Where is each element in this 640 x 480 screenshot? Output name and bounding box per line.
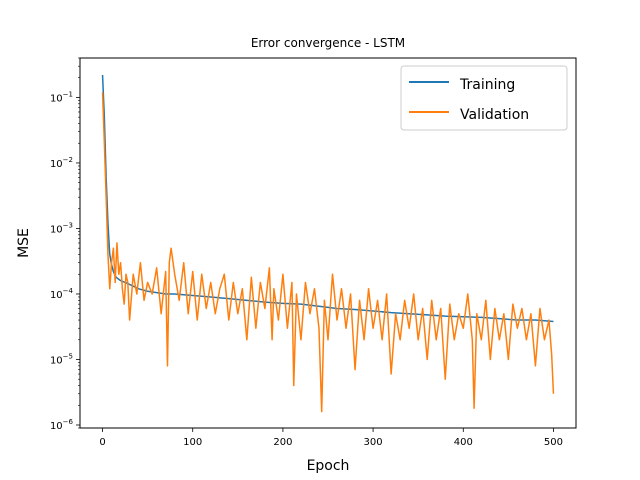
y-axis-label: MSE xyxy=(16,228,32,258)
legend-label-validation: Validation xyxy=(460,107,529,123)
y-tick-label: 10−1 xyxy=(50,90,73,104)
y-tick-label: 10−3 xyxy=(50,221,73,235)
y-tick-label: 10−6 xyxy=(50,418,74,432)
x-tick-label: 400 xyxy=(454,437,473,448)
series-line-training xyxy=(101,74,554,323)
legend: Training Validation xyxy=(400,65,568,131)
legend-label-training: Training xyxy=(459,77,515,93)
x-tick-label: 0 xyxy=(99,437,105,448)
x-tick-label: 300 xyxy=(364,437,383,448)
x-tick-label: 100 xyxy=(183,437,202,448)
y-tick-label: 10−2 xyxy=(50,156,73,170)
series-line-validation xyxy=(101,92,555,413)
x-tick-label: 200 xyxy=(273,437,292,448)
y-axis: 10−6 10−5 10−4 10−3 10−2 10−1 xyxy=(50,57,80,432)
x-tick-label: 500 xyxy=(544,437,563,448)
chart-title: Error convergence - LSTM xyxy=(251,36,405,50)
x-axis: 0 100 200 300 400 500 xyxy=(99,428,563,448)
y-tick-label: 10−4 xyxy=(50,287,74,301)
x-axis-label: Epoch xyxy=(307,458,350,474)
series-layer xyxy=(101,74,555,413)
y-tick-label: 10−5 xyxy=(50,352,73,366)
